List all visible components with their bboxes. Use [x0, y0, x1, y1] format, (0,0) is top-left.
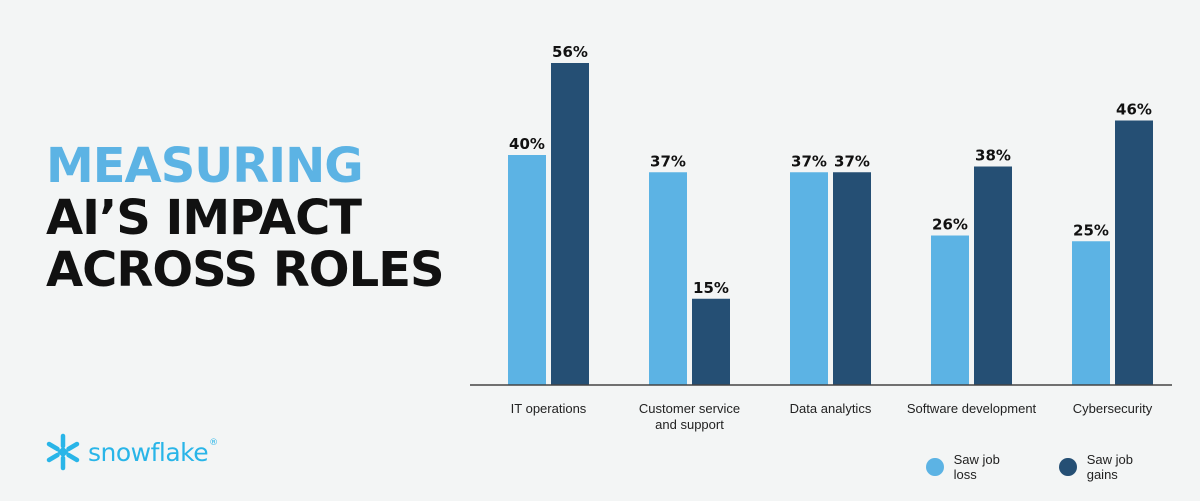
data-label-loss-3: 26% — [932, 216, 968, 234]
title-line-1: MEASURING — [46, 138, 364, 194]
legend-item-gains: Saw job gains — [1059, 452, 1166, 482]
bar-loss-4 — [1072, 241, 1110, 385]
page-title: MEASURING AI’S IMPACT ACROSS ROLES — [46, 138, 445, 298]
title-line-3: ACROSS ROLES — [46, 242, 445, 298]
legend-swatch-gains — [1059, 458, 1077, 476]
legend-label-gains: Saw job gains — [1086, 452, 1133, 482]
data-label-loss-0: 40% — [509, 135, 545, 153]
chart-legend: Saw job loss Saw job gains — [926, 452, 1200, 482]
legend-item-loss: Saw job loss — [926, 452, 1025, 482]
category-label-1-line-1: and support — [655, 417, 724, 432]
brand-name: snowflake® — [88, 437, 218, 467]
bar-gains-3 — [974, 166, 1012, 385]
data-label-loss-2: 37% — [791, 152, 827, 170]
data-label-gains-0: 56% — [552, 43, 588, 61]
bar-loss-3 — [931, 235, 969, 385]
bar-loss-0 — [508, 155, 546, 385]
snowflake-icon — [46, 433, 80, 471]
bar-gains-2 — [833, 172, 871, 385]
title-line-2: AI’S IMPACT — [46, 190, 362, 246]
snowflake-logo: snowflake® — [44, 433, 218, 471]
data-label-gains-1: 15% — [693, 279, 729, 297]
category-label-1-line-0: Customer service — [639, 401, 740, 416]
category-label-4: Cybersecurity — [1073, 401, 1153, 416]
bar-loss-2 — [790, 172, 828, 385]
category-label-2: Data analytics — [790, 401, 872, 416]
data-label-gains-4: 46% — [1116, 101, 1152, 119]
data-label-gains-3: 38% — [975, 147, 1011, 165]
category-label-0: IT operations — [511, 401, 587, 416]
data-label-loss-1: 37% — [650, 152, 686, 170]
data-label-gains-2: 37% — [834, 152, 870, 170]
bar-gains-1 — [692, 298, 730, 385]
data-label-loss-4: 25% — [1073, 221, 1109, 239]
bar-loss-1 — [649, 172, 687, 385]
legend-swatch-loss — [926, 458, 944, 476]
legend-label-loss: Saw job loss — [953, 452, 1000, 482]
bar-gains-4 — [1115, 120, 1153, 385]
bar-gains-0 — [551, 63, 589, 385]
category-label-3: Software development — [907, 401, 1037, 416]
